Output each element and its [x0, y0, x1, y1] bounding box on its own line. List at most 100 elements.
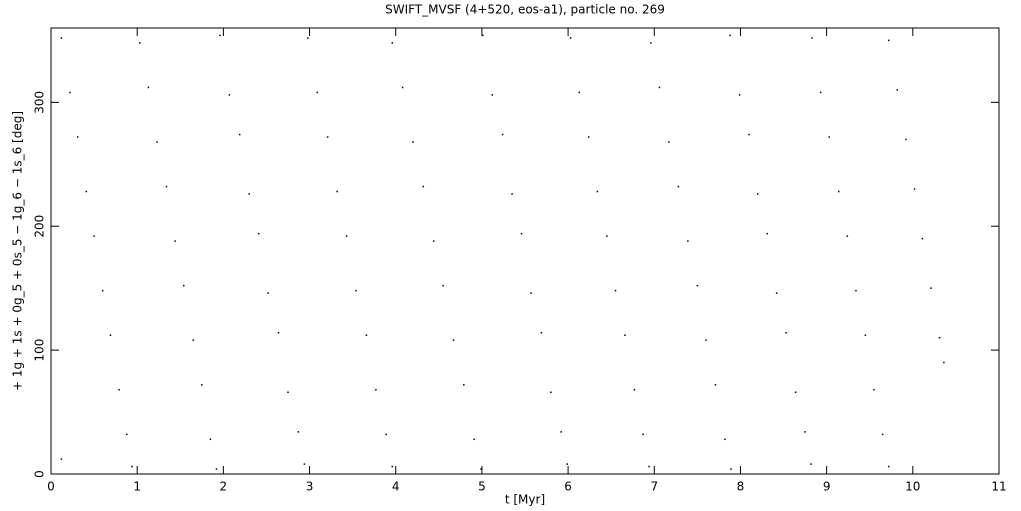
point — [391, 42, 394, 44]
point — [819, 91, 822, 94]
point — [905, 138, 907, 141]
point — [520, 232, 523, 235]
point — [873, 389, 875, 391]
point — [491, 94, 494, 96]
point — [326, 136, 329, 138]
point — [748, 133, 750, 136]
point — [174, 240, 176, 242]
point — [248, 193, 250, 195]
point — [165, 185, 168, 188]
point — [238, 133, 241, 136]
point — [303, 463, 306, 465]
point — [442, 284, 444, 287]
x-tick-label: 6 — [564, 480, 572, 494]
point — [219, 34, 221, 37]
x-tick-label: 4 — [392, 480, 400, 494]
x-tick-label: 9 — [823, 480, 831, 494]
point — [482, 34, 484, 37]
point — [540, 332, 543, 334]
point — [642, 433, 644, 436]
point — [209, 438, 212, 441]
x-tick-label: 7 — [650, 480, 658, 494]
point — [85, 190, 88, 193]
point — [828, 136, 830, 138]
point — [101, 289, 104, 292]
point — [422, 185, 425, 188]
point — [60, 37, 63, 39]
x-tick-label: 11 — [991, 480, 1006, 494]
point — [93, 235, 95, 237]
point — [60, 458, 63, 460]
point — [257, 232, 260, 235]
point — [837, 190, 840, 193]
point — [201, 384, 203, 386]
point — [785, 332, 787, 334]
x-tick-label: 5 — [478, 480, 486, 494]
point — [316, 91, 319, 94]
point — [287, 391, 289, 393]
point — [938, 336, 941, 339]
point — [560, 431, 562, 433]
y-tick-label: 0 — [33, 470, 47, 478]
point — [794, 391, 797, 393]
point — [810, 463, 812, 465]
point — [855, 289, 857, 292]
point — [473, 438, 475, 441]
point — [578, 91, 581, 94]
point — [650, 42, 652, 44]
x-tick-label: 0 — [47, 480, 55, 494]
point — [452, 339, 455, 341]
point — [336, 190, 338, 193]
point — [677, 185, 680, 188]
point — [887, 465, 890, 468]
point — [412, 141, 414, 143]
point — [480, 468, 482, 470]
point — [729, 34, 731, 37]
point — [766, 232, 768, 235]
x-tick-label: 10 — [905, 480, 920, 494]
point — [775, 292, 778, 294]
point — [896, 89, 899, 91]
point — [192, 339, 194, 341]
point — [633, 389, 636, 391]
point — [375, 389, 377, 391]
point — [804, 431, 806, 433]
point — [126, 433, 128, 436]
x-tick-label: 3 — [306, 480, 314, 494]
point — [432, 240, 435, 242]
point — [714, 384, 717, 386]
point — [730, 468, 732, 470]
point — [297, 431, 300, 433]
point — [687, 240, 689, 242]
point — [881, 433, 884, 436]
y-tick-label: 300 — [33, 91, 47, 114]
x-tick-label: 2 — [220, 480, 228, 494]
plot-frame — [50, 27, 1000, 475]
point — [355, 289, 357, 292]
point — [215, 468, 218, 470]
y-tick-label: 200 — [33, 215, 47, 238]
point — [501, 133, 504, 136]
point — [569, 37, 572, 39]
y-axis-label: + 1g + 1s + 0g_5 + 0s_5 − 1g_6 − 1s_6 [d… — [11, 111, 25, 391]
point — [596, 190, 599, 193]
point — [658, 86, 661, 89]
point — [913, 188, 916, 190]
point — [307, 37, 309, 39]
point — [648, 465, 650, 468]
point — [756, 193, 759, 195]
point — [401, 86, 404, 89]
point — [345, 235, 348, 237]
point — [463, 384, 465, 386]
chart-title: SWIFT_MVSF (4+520, eos-a1), particle no.… — [385, 3, 665, 17]
x-tick-label: 8 — [737, 480, 745, 494]
point — [139, 42, 141, 44]
point — [811, 37, 813, 39]
point — [566, 463, 568, 465]
point — [156, 141, 158, 143]
x-tick-label: 1 — [133, 480, 141, 494]
point — [76, 136, 79, 138]
point — [118, 389, 120, 391]
y-tick-label: 100 — [33, 339, 47, 362]
point — [267, 292, 269, 294]
